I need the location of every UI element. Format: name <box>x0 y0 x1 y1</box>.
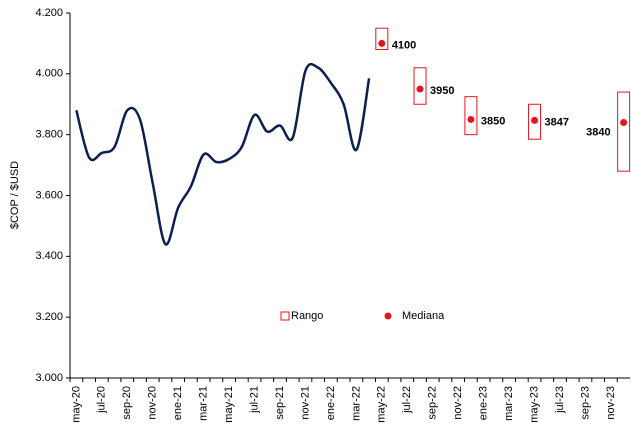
data-label: 4100 <box>392 39 416 51</box>
x-tick-label: mar-22 <box>350 386 362 421</box>
y-tick-label: 4.200 <box>35 7 63 19</box>
series-line <box>75 62 371 246</box>
x-tick-label: ene-22 <box>325 386 337 420</box>
x-tick-label: sep-20 <box>121 386 133 420</box>
x-tick-label: nov-20 <box>147 386 159 420</box>
range-box <box>464 96 478 136</box>
range-box <box>413 67 427 105</box>
x-tick-label: nov-23 <box>605 386 617 420</box>
median-dot <box>531 116 539 124</box>
x-tick-label: may-23 <box>528 386 540 423</box>
y-tick-label: 3.200 <box>35 311 63 323</box>
y-tick-label: 3.800 <box>35 129 63 141</box>
x-tick-label: jul-21 <box>248 386 260 414</box>
legend-swatch <box>384 312 392 320</box>
y-tick-label: 3.000 <box>35 372 63 384</box>
median-dot <box>467 115 475 123</box>
range-box <box>375 27 389 50</box>
legend-swatch <box>280 311 290 321</box>
y-tick-label: 4.000 <box>35 68 63 80</box>
range-box <box>528 103 542 140</box>
x-tick-label: sep-22 <box>427 386 439 420</box>
y-tick-label: 3.600 <box>35 189 63 201</box>
y-tick-label: 3.400 <box>35 250 63 262</box>
x-tick-label: sep-23 <box>579 386 591 420</box>
data-label: 3840 <box>586 126 610 138</box>
median-dot <box>378 39 386 47</box>
x-tick-label: jul-23 <box>554 386 566 414</box>
x-tick-label: ene-21 <box>172 386 184 420</box>
data-label: 3850 <box>481 115 505 127</box>
x-tick-label: jul-22 <box>401 386 413 414</box>
x-tick-label: nov-21 <box>299 386 311 420</box>
x-tick-label: may-20 <box>70 386 82 423</box>
data-label: 3847 <box>545 116 569 128</box>
median-dot <box>620 119 628 126</box>
x-tick-label: ene-23 <box>478 386 490 420</box>
x-tick-label: mar-23 <box>503 386 515 421</box>
x-tick-label: may-22 <box>376 386 388 423</box>
median-dot <box>416 85 424 93</box>
x-tick-label: may-21 <box>223 386 235 423</box>
legend-label: Mediana <box>402 310 445 322</box>
x-tick-label: mar-21 <box>198 386 210 421</box>
x-tick-label: sep-21 <box>274 386 286 420</box>
legend-label: Rango <box>291 310 323 322</box>
x-tick-label: jul-20 <box>96 386 108 414</box>
range-box <box>617 91 631 172</box>
data-label: 3950 <box>430 85 454 97</box>
x-tick-label: nov-22 <box>452 386 464 420</box>
y-axis-label: $COP / $USD <box>9 161 21 229</box>
